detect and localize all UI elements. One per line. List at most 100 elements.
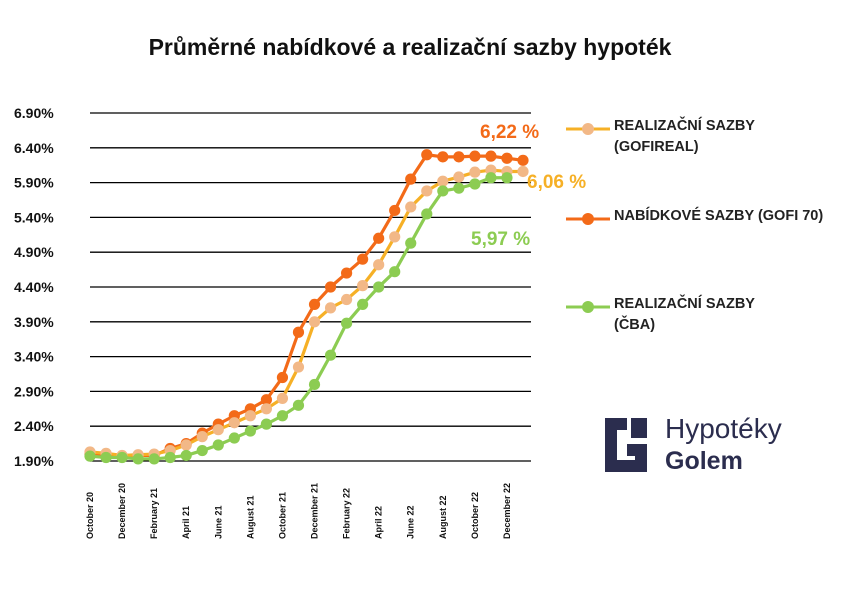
- legend-label-gofi70: NABÍDKOVÉ SAZBY (GOFI 70): [614, 208, 824, 224]
- y-tick-label-1: 2.40%: [14, 418, 54, 434]
- series-2-point-16: [340, 317, 353, 329]
- series-1-point-11: [260, 394, 273, 406]
- end-label-0: 6,06 %: [527, 172, 586, 193]
- legend-line-cba: [566, 301, 610, 313]
- series-0-point-14: [308, 316, 321, 328]
- series-2-point-6: [180, 449, 192, 462]
- end-labels: 6,06 % 6,22 % 5,97 %: [471, 122, 586, 250]
- x-tick-label-4: February 21: [149, 488, 159, 539]
- series-2-point-2: [116, 451, 128, 464]
- series-0-point-10: [244, 410, 256, 422]
- series-2-point-21: [421, 208, 433, 220]
- series-1-point-15: [324, 281, 337, 293]
- logo-text-hypoteky: Hypotéky: [665, 413, 782, 444]
- series-2-point-9: [228, 432, 240, 444]
- x-axis-ticks: October 20 December 20 February 21 April 21…: [85, 483, 512, 539]
- series-1-point-24: [469, 150, 481, 162]
- series-1-point-21: [421, 149, 433, 161]
- y-tick-label-3: 3.40%: [14, 349, 54, 365]
- series-1-point-14: [308, 298, 321, 310]
- series-0: [84, 164, 529, 462]
- series-2: [84, 172, 513, 465]
- y-tick-label-8: 5.90%: [14, 175, 54, 191]
- series-0-point-8: [212, 424, 224, 436]
- series-1-point-27: [517, 154, 529, 166]
- series-1-point-22: [437, 151, 449, 163]
- golem-g-logo-icon: [605, 418, 647, 472]
- series-0-point-12: [276, 392, 289, 404]
- series-1-point-26: [501, 152, 513, 164]
- series-0-point-17: [357, 280, 369, 292]
- series-2-point-3: [132, 453, 144, 465]
- series-2-point-15: [324, 349, 337, 361]
- y-tick-label-6: 4.90%: [14, 244, 54, 260]
- series-2-point-7: [196, 444, 208, 457]
- x-tick-label-14: December 21: [310, 483, 320, 539]
- series-0-point-18: [373, 259, 385, 271]
- series-0-point-27: [517, 165, 529, 178]
- x-tick-label-22: August 22: [438, 495, 448, 539]
- legend-line-gofireal: [566, 123, 610, 135]
- x-tick-label-18: April 22: [374, 506, 384, 539]
- series-1: [84, 149, 529, 462]
- y-tick-label-0: 1.90%: [14, 453, 54, 469]
- series-2-point-10: [244, 425, 256, 437]
- series-2-point-4: [148, 453, 160, 465]
- series-1-point-16: [340, 267, 353, 279]
- series-2-point-14: [308, 378, 321, 391]
- legend-marker-cba: [582, 301, 594, 313]
- x-tick-label-10: August 21: [245, 495, 255, 539]
- x-tick-label-6: April 21: [181, 506, 191, 539]
- logo-text-golem: Golem: [665, 447, 743, 475]
- y-tick-label-2: 2.90%: [14, 383, 54, 399]
- series-2-point-23: [453, 182, 465, 194]
- series-2-point-18: [373, 281, 385, 293]
- x-tick-label-20: June 22: [406, 505, 416, 539]
- series-0-point-22: [437, 175, 449, 187]
- y-axis-ticks: 1.90% 2.40% 2.90% 3.40% 3.90% 4.40% 4.90% 5.40%…: [14, 105, 54, 469]
- series-1-point-13: [292, 326, 305, 338]
- series-1-point-20: [405, 173, 417, 185]
- y-tick-label-4: 3.90%: [14, 314, 54, 330]
- series-group: [84, 149, 529, 465]
- series-2-point-11: [260, 418, 273, 430]
- series-0-point-21: [421, 185, 433, 197]
- chart-title: Průměrné nabídkové a realizační sazby hy…: [148, 34, 672, 60]
- series-2-point-17: [357, 298, 369, 310]
- series-1-point-25: [485, 150, 497, 162]
- end-label-2: 5,97 %: [471, 229, 530, 250]
- series-line-2: [89, 176, 507, 461]
- x-tick-label-12: October 21: [277, 492, 287, 539]
- series-line-0: [89, 168, 523, 458]
- series-2-point-5: [164, 451, 176, 464]
- series-0-point-24: [469, 166, 481, 178]
- gridlines: [90, 112, 531, 462]
- series-2-point-25: [485, 172, 497, 184]
- series-2-point-8: [212, 439, 224, 451]
- series-0-point-11: [260, 403, 273, 415]
- series-2-point-0: [84, 450, 96, 462]
- series-0-point-6: [180, 439, 192, 451]
- x-tick-label-0: October 20: [85, 492, 95, 539]
- x-tick-label-2: December 20: [117, 483, 127, 539]
- series-2-point-24: [469, 178, 481, 190]
- legend-marker-gofi70: [582, 213, 594, 225]
- series-2-point-19: [389, 266, 401, 278]
- y-tick-label-10: 6.90%: [14, 105, 54, 121]
- legend-marker-gofireal: [582, 123, 594, 135]
- series-0-point-16: [340, 293, 353, 306]
- series-2-point-1: [100, 451, 112, 464]
- series-2-point-13: [292, 399, 305, 411]
- series-0-point-19: [389, 231, 401, 243]
- hypoteky-golem-logo: Hypotéky Golem: [597, 412, 827, 482]
- series-0-point-13: [292, 361, 305, 373]
- series-2-point-12: [276, 410, 289, 422]
- series-0-point-20: [405, 201, 417, 213]
- series-1-point-12: [276, 371, 289, 384]
- series-2-point-26: [501, 172, 513, 184]
- series-1-point-18: [373, 232, 385, 244]
- x-tick-label-24: October 22: [470, 492, 480, 539]
- x-tick-label-26: December 22: [502, 483, 512, 539]
- legend-line-gofi70: [566, 213, 610, 225]
